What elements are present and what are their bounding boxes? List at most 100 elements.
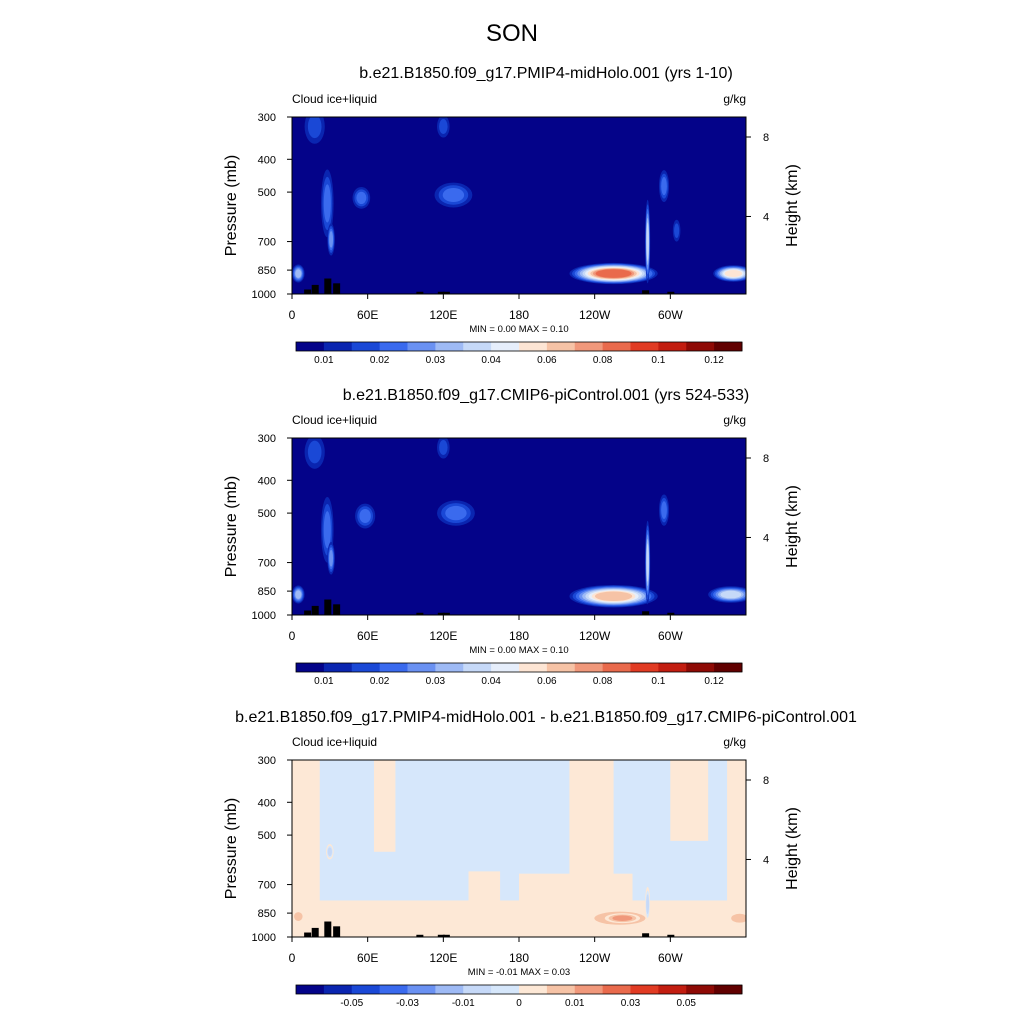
colorbar-swatch bbox=[435, 985, 464, 994]
terrain-mask bbox=[324, 599, 332, 615]
x-tick-label: 180 bbox=[509, 629, 529, 643]
x-tick-label: 120E bbox=[429, 951, 457, 965]
contour-mid-cloud-130E bbox=[442, 187, 465, 203]
y-tick-label: 700 bbox=[258, 880, 276, 892]
colorbar-swatch bbox=[296, 663, 325, 672]
colorbar-label: 0.08 bbox=[593, 676, 613, 687]
colorbar-label: 0.03 bbox=[426, 355, 446, 366]
terrain-mask bbox=[324, 278, 332, 294]
chart-panel: b.e21.B1850.f09_g17.PMIP4-midHolo.001 - … bbox=[223, 709, 857, 1009]
colorbar-label: 0.01 bbox=[314, 355, 334, 366]
contour-upper-cloud-120E bbox=[439, 440, 448, 455]
colorbar-swatch bbox=[491, 663, 520, 672]
terrain-mask bbox=[442, 612, 450, 615]
colorbar-swatch bbox=[546, 663, 576, 672]
variable-label: Cloud ice+liquid bbox=[292, 413, 377, 427]
terrain-mask bbox=[416, 291, 424, 294]
positive-anomaly-region bbox=[468, 871, 501, 937]
colorbar-swatch bbox=[435, 663, 464, 672]
x-tick-label: 60W bbox=[658, 951, 683, 965]
colorbar-label: 0.12 bbox=[704, 355, 724, 366]
y-tick-label: 850 bbox=[258, 908, 276, 920]
colorbar-swatch bbox=[686, 985, 715, 994]
colorbar-swatch bbox=[296, 342, 325, 351]
contour-mid-cloud-65W bbox=[661, 501, 667, 519]
y-tick-label: 400 bbox=[258, 475, 276, 487]
colorbar-swatch bbox=[407, 663, 436, 672]
y-tick-label: 1000 bbox=[252, 289, 276, 301]
colorbar-swatch bbox=[519, 342, 548, 351]
x-tick-label: 60E bbox=[357, 629, 378, 643]
y-axis-label: Pressure (mb) bbox=[223, 155, 240, 256]
min-max-text: MIN = 0.00 MAX = 0.10 bbox=[469, 645, 568, 656]
colorbar-label: 0.06 bbox=[537, 676, 557, 687]
variable-label: Cloud ice+liquid bbox=[292, 735, 377, 749]
contour-stratocumulus-namibia bbox=[724, 269, 743, 278]
terrain-mask bbox=[324, 921, 332, 937]
plot-area bbox=[292, 117, 746, 294]
contour-negative-30E bbox=[327, 847, 332, 857]
colorbar-label: 0.05 bbox=[677, 998, 697, 1009]
colorbar-frame bbox=[295, 341, 743, 352]
colorbar-swatch bbox=[379, 663, 408, 672]
y2-axis-label: Height (km) bbox=[784, 164, 801, 247]
units-label: g/kg bbox=[723, 92, 746, 106]
colorbar-label: 0.04 bbox=[481, 355, 501, 366]
colorbar-swatch bbox=[602, 342, 631, 351]
x-tick-label: 120W bbox=[579, 308, 611, 322]
colorbar-swatch bbox=[574, 985, 604, 994]
terrain-mask bbox=[642, 933, 650, 937]
panel-title: b.e21.B1850.f09_g17.PMIP4-midHolo.001 (y… bbox=[359, 65, 733, 82]
colorbar-frame bbox=[295, 984, 743, 995]
colorbar-swatch bbox=[491, 985, 520, 994]
colorbar-swatch bbox=[546, 985, 576, 994]
y-axis-label: Pressure (mb) bbox=[223, 798, 240, 899]
terrain-mask bbox=[437, 612, 445, 615]
panel-title: b.e21.B1850.f09_g17.PMIP4-midHolo.001 - … bbox=[235, 709, 857, 726]
variable-label: Cloud ice+liquid bbox=[292, 92, 377, 106]
figure-title: SON bbox=[485, 20, 538, 47]
colorbar-label: -0.03 bbox=[396, 998, 419, 1009]
y2-axis-label: Height (km) bbox=[784, 807, 801, 890]
x-tick-label: 180 bbox=[509, 308, 529, 322]
y-axis-label: Pressure (mb) bbox=[223, 476, 240, 577]
contour-column-30E bbox=[323, 511, 331, 549]
colorbar-label: 0.12 bbox=[704, 676, 724, 687]
colorbar-label: 0.04 bbox=[481, 676, 501, 687]
y-tick-label: 300 bbox=[258, 755, 276, 767]
y-tick-label: 850 bbox=[258, 586, 276, 598]
colorbar-swatch bbox=[407, 342, 436, 351]
y-tick-label: 1000 bbox=[252, 610, 276, 622]
colorbar-swatch bbox=[630, 985, 659, 994]
units-label: g/kg bbox=[723, 413, 746, 427]
colorbar-swatch bbox=[602, 985, 631, 994]
terrain-mask bbox=[304, 289, 312, 294]
x-tick-label: 120E bbox=[429, 308, 457, 322]
contour-mid-cloud-55E bbox=[359, 508, 371, 524]
x-tick-label: 120W bbox=[579, 951, 611, 965]
colorbar-swatch bbox=[407, 985, 436, 994]
x-tick-label: 0 bbox=[289, 629, 296, 643]
contour-stratocumulus-namibia bbox=[720, 590, 742, 599]
y-tick-label: 1000 bbox=[252, 932, 276, 944]
chart-panel: b.e21.B1850.f09_g17.CMIP6-piControl.001 … bbox=[223, 387, 801, 687]
terrain-mask bbox=[333, 926, 341, 937]
colorbar-swatch bbox=[323, 985, 353, 994]
x-tick-label: 120E bbox=[429, 629, 457, 643]
y-tick-label: 700 bbox=[258, 558, 276, 570]
colorbar-swatch bbox=[296, 985, 325, 994]
colorbar-swatch bbox=[379, 342, 408, 351]
terrain-mask bbox=[304, 610, 312, 615]
y-tick-label: 700 bbox=[258, 237, 276, 249]
contour-negative-andes bbox=[646, 894, 650, 915]
contour-namibia-difference bbox=[731, 913, 746, 923]
x-tick-label: 60E bbox=[357, 951, 378, 965]
colorbar-label: 0.01 bbox=[314, 676, 334, 687]
colorbar-swatch bbox=[435, 342, 464, 351]
contour-upper-cloud-20E bbox=[307, 117, 322, 139]
y2-tick-label: 8 bbox=[763, 775, 769, 787]
x-tick-label: 0 bbox=[289, 951, 296, 965]
colorbar-swatch bbox=[602, 663, 631, 672]
units-label: g/kg bbox=[723, 735, 746, 749]
